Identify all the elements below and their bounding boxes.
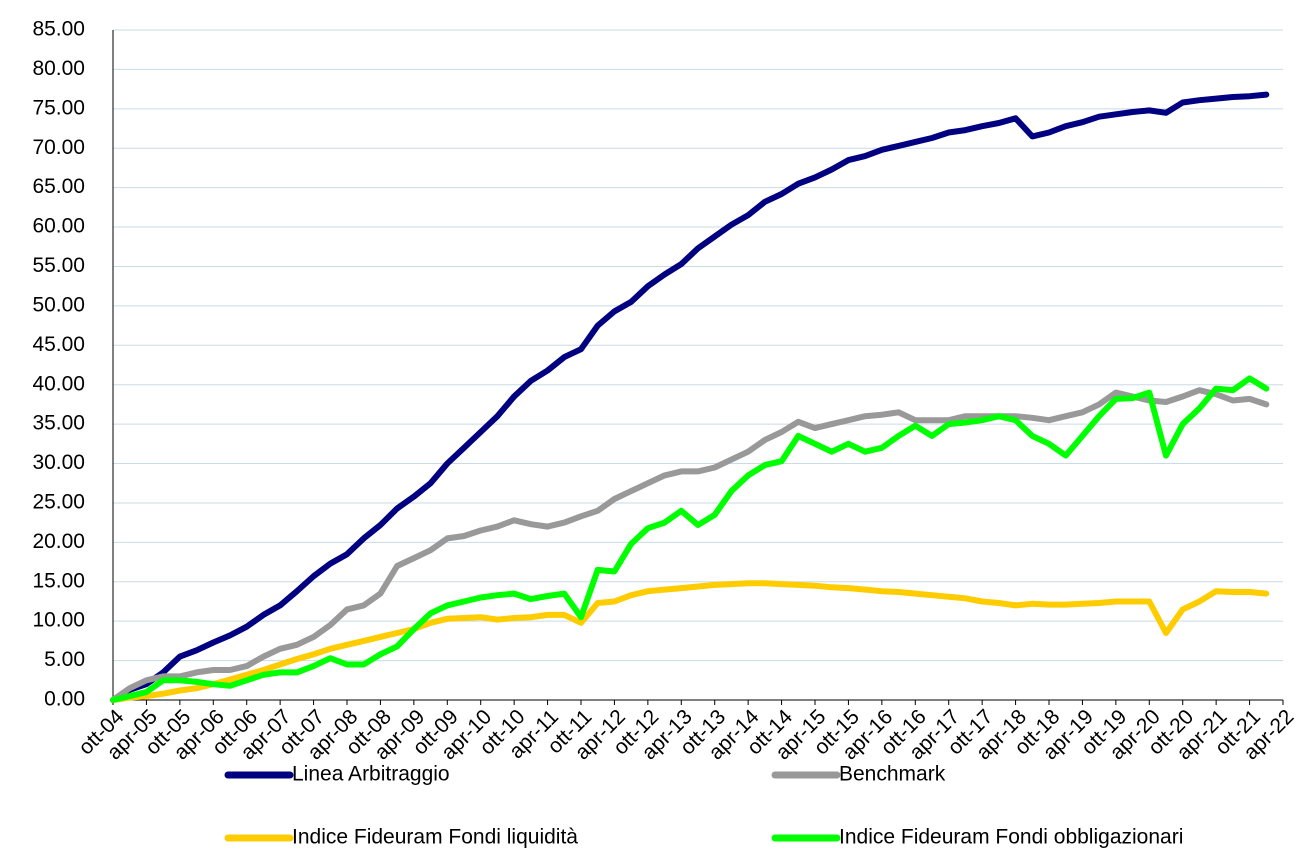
series-line: [110, 580, 1270, 703]
y-tick-label: 60.00: [32, 215, 85, 238]
y-tick-label: 10.00: [32, 609, 85, 632]
y-tick-label: 75.00: [32, 96, 85, 119]
y-tick-label: 15.00: [32, 569, 85, 592]
legend-label: Indice Fideuram Fondi obbligazionari: [839, 826, 1183, 849]
y-tick-label: 25.00: [32, 490, 85, 513]
series-line: [110, 387, 1270, 703]
legend-label: Linea Arbitraggio: [292, 763, 450, 786]
y-tick-label: 85.00: [32, 18, 85, 41]
y-tick-label: 55.00: [32, 254, 85, 277]
series-line: [110, 375, 1270, 703]
y-tick-label: 45.00: [32, 333, 85, 356]
y-tick-label: 50.00: [32, 293, 85, 316]
y-tick-label: 20.00: [32, 530, 85, 553]
y-tick-label: 5.00: [44, 648, 85, 671]
y-tick-label: 70.00: [32, 136, 85, 159]
y-tick-label: 40.00: [32, 372, 85, 395]
y-tick-label: 65.00: [32, 175, 85, 198]
legend-label: Indice Fideuram Fondi liquidità: [292, 826, 578, 849]
y-tick-label: 35.00: [32, 412, 85, 435]
legend-label: Benchmark: [839, 763, 946, 786]
y-tick-label: 80.00: [32, 57, 85, 80]
y-tick-label: 0.00: [44, 688, 85, 711]
y-tick-label: 30.00: [32, 451, 85, 474]
series-line: [110, 91, 1270, 703]
